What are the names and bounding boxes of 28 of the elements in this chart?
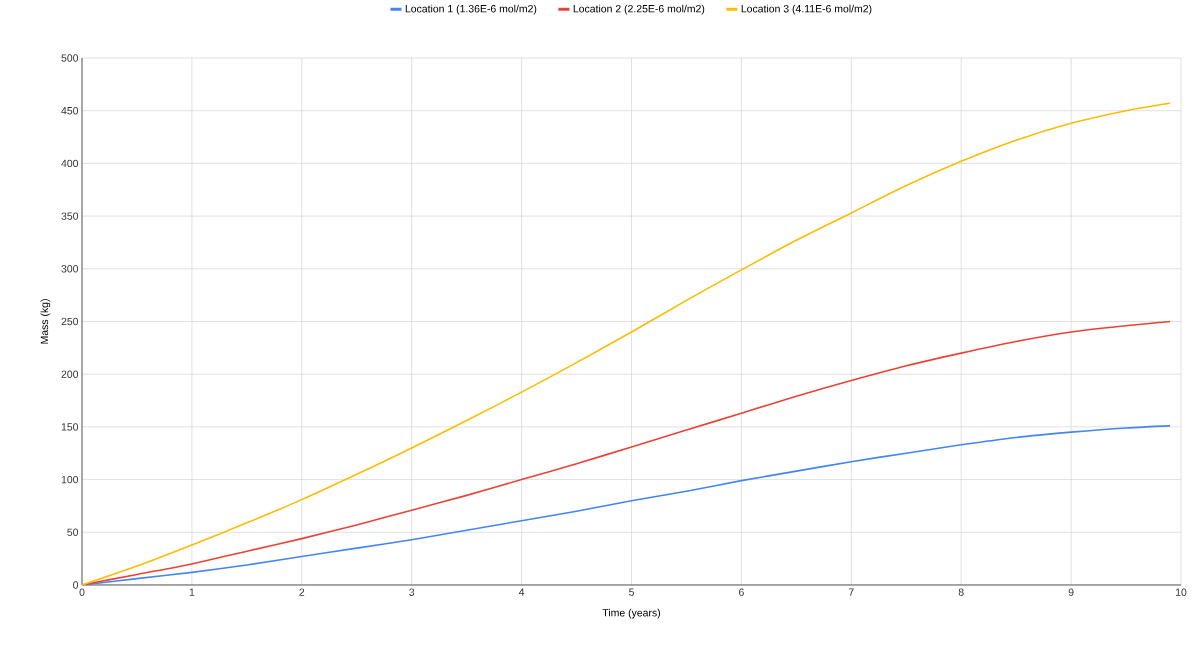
y-tick-label: 100 — [61, 475, 79, 484]
y-tick-label: 150 — [61, 423, 79, 431]
y-tick-label: 50 — [67, 528, 79, 536]
x-tick-label: 1 — [189, 588, 195, 596]
y-tick-label: 0 — [73, 581, 79, 589]
x-tick-label: 9 — [1068, 588, 1074, 596]
y-tick-label: 400 — [61, 159, 79, 168]
x-tick-label: 7 — [848, 588, 854, 596]
x-tick-label: 3 — [409, 588, 415, 596]
x-tick-label: 10 — [1175, 588, 1187, 596]
legend-label: Location 3 (4.11E-6 mol/m2) — [741, 4, 872, 15]
x-tick-label: 2 — [299, 588, 305, 596]
y-tick-label: 250 — [61, 317, 79, 326]
x-tick-label: 5 — [629, 588, 634, 596]
x-axis-title: Time (years) — [602, 608, 660, 619]
legend-label: Location 1 (1.36E-6 mol/m2) — [405, 4, 537, 15]
line-series — [82, 102, 1171, 585]
y-tick-label: 350 — [61, 212, 79, 220]
x-tick-label: 8 — [958, 588, 964, 596]
y-axis-title: Mass (kg) — [40, 299, 51, 344]
y-tick-label: 200 — [61, 370, 79, 378]
legend-label: Location 2 (2.25E-6 mol/m2) — [573, 4, 705, 15]
y-tick-label: 500 — [61, 54, 79, 62]
x-tick-label: 6 — [739, 588, 744, 596]
y-tick-label: 300 — [61, 265, 79, 273]
x-tick-label: 0 — [79, 588, 85, 596]
y-tick-label: 450 — [61, 106, 79, 115]
x-tick-label: 4 — [518, 588, 525, 596]
